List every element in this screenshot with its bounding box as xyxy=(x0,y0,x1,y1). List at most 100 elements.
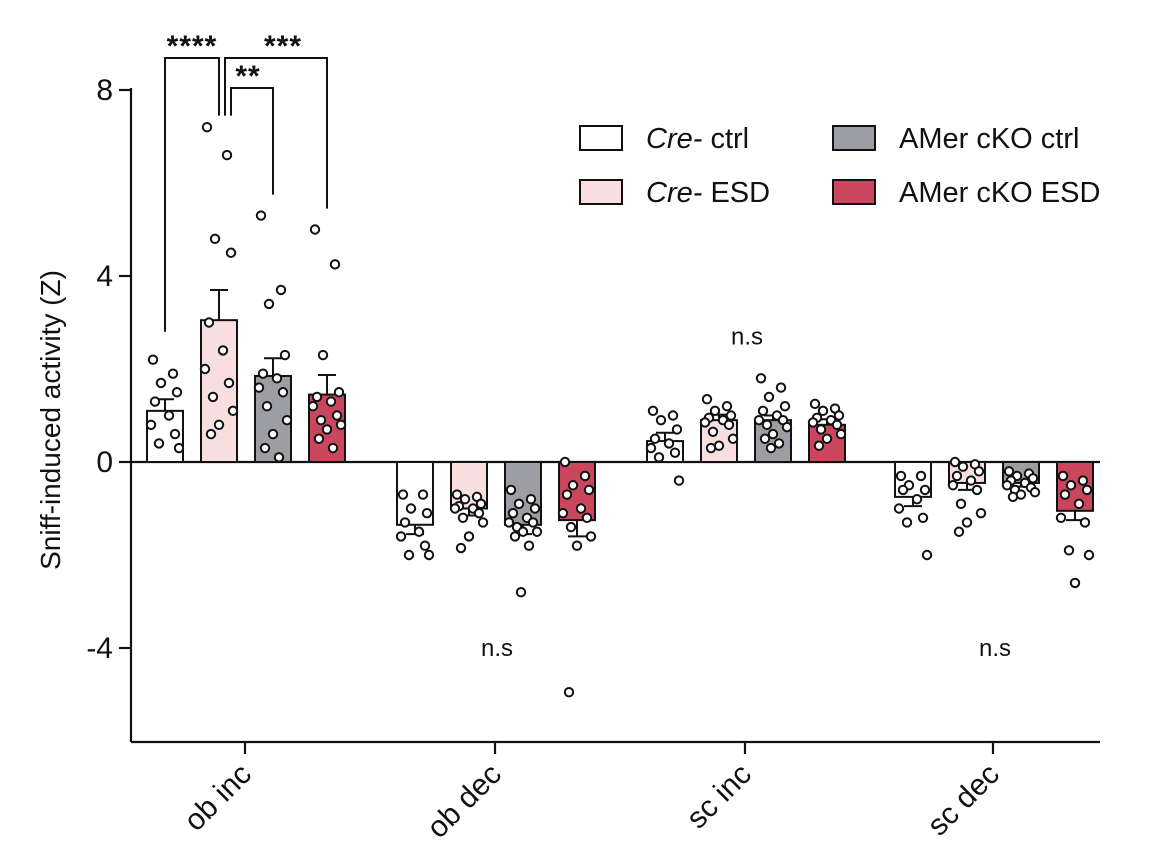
data-point xyxy=(645,442,657,454)
data-point xyxy=(951,470,963,482)
data-point xyxy=(653,452,665,463)
legend-label-italic: Cre- xyxy=(646,123,702,155)
data-point xyxy=(457,512,469,523)
legend-label: AMer cKO ctrl xyxy=(899,123,1079,155)
data-point xyxy=(1029,487,1041,498)
data-point xyxy=(331,410,343,421)
data-point xyxy=(1063,545,1075,556)
legend-swatch xyxy=(579,179,623,205)
data-point xyxy=(281,414,293,426)
data-point xyxy=(947,480,959,491)
data-point xyxy=(831,419,843,430)
data-point xyxy=(895,470,907,482)
data-point xyxy=(271,373,283,384)
legend-swatch xyxy=(832,125,876,151)
y-tick-label: -4 xyxy=(86,632,113,665)
data-point xyxy=(579,470,591,482)
data-point xyxy=(761,419,773,430)
data-point xyxy=(257,368,269,379)
data-point xyxy=(813,440,825,451)
bracket-esd-vs-cko-esd xyxy=(224,57,328,209)
x-tick-label: sc dec xyxy=(921,758,1006,843)
y-tick-label: 0 xyxy=(96,446,113,479)
data-point xyxy=(277,387,289,398)
data-point xyxy=(419,540,431,551)
data-point xyxy=(911,494,923,505)
data-point xyxy=(203,317,215,328)
data-point xyxy=(403,549,415,561)
ns-label: n.s xyxy=(731,323,763,350)
data-point xyxy=(531,526,543,537)
data-point xyxy=(557,507,569,519)
data-point xyxy=(335,419,347,430)
data-point xyxy=(517,526,529,537)
data-point xyxy=(209,233,221,245)
data-point xyxy=(153,438,165,449)
significance-label: ** xyxy=(235,60,260,93)
data-point xyxy=(395,531,407,542)
data-point xyxy=(671,424,683,435)
data-point xyxy=(699,417,711,428)
data-point xyxy=(509,531,521,542)
data-point xyxy=(221,149,233,161)
data-point xyxy=(503,517,515,528)
data-point xyxy=(321,424,333,435)
legend-label-text: ctrl xyxy=(702,123,749,155)
data-point xyxy=(727,433,739,444)
data-point xyxy=(647,405,659,417)
data-point xyxy=(327,442,339,454)
data-point xyxy=(523,540,535,551)
data-point xyxy=(309,224,321,235)
data-point xyxy=(307,401,319,412)
data-point xyxy=(893,503,905,514)
legend-swatch xyxy=(579,125,623,151)
data-point xyxy=(663,438,675,449)
data-point xyxy=(957,461,969,472)
data-point xyxy=(725,410,737,421)
data-point xyxy=(263,298,275,310)
data-point xyxy=(515,587,527,598)
data-point xyxy=(565,521,577,533)
data-point xyxy=(1027,473,1039,484)
data-point xyxy=(475,498,487,510)
y-axis-label: Sniff-induced activity (Z) xyxy=(35,270,66,570)
data-point xyxy=(399,517,411,528)
data-point xyxy=(527,517,539,528)
data-point xyxy=(1079,517,1091,528)
data-point xyxy=(949,456,961,468)
data-point xyxy=(267,428,279,440)
data-point xyxy=(765,442,777,454)
data-point xyxy=(1065,480,1077,491)
data-point xyxy=(213,419,225,430)
data-point xyxy=(1059,489,1071,500)
legend-label: Cre- ESD xyxy=(646,177,770,209)
x-tick-label: sc inc xyxy=(680,758,758,836)
data-point xyxy=(575,503,587,514)
data-points xyxy=(145,122,1095,698)
data-point xyxy=(673,475,685,486)
data-point xyxy=(459,494,471,505)
data-point xyxy=(505,484,517,496)
data-point xyxy=(311,391,323,403)
data-point xyxy=(965,475,977,486)
data-point xyxy=(567,480,579,491)
data-point xyxy=(1057,470,1069,482)
data-point xyxy=(583,484,595,496)
significance-label: **** xyxy=(167,30,218,63)
data-point xyxy=(449,503,461,514)
data-point xyxy=(171,387,183,398)
data-point xyxy=(417,489,429,500)
data-point xyxy=(201,122,213,133)
data-point xyxy=(835,428,847,440)
data-point xyxy=(585,531,597,542)
data-point xyxy=(1083,549,1095,561)
data-point xyxy=(397,489,409,500)
bracket-ctrl-vs-esd xyxy=(164,57,220,332)
data-point xyxy=(261,401,273,412)
data-point xyxy=(225,247,237,258)
data-point xyxy=(915,470,927,482)
data-point xyxy=(253,382,265,393)
data-point xyxy=(1055,512,1067,523)
data-point xyxy=(561,489,573,500)
